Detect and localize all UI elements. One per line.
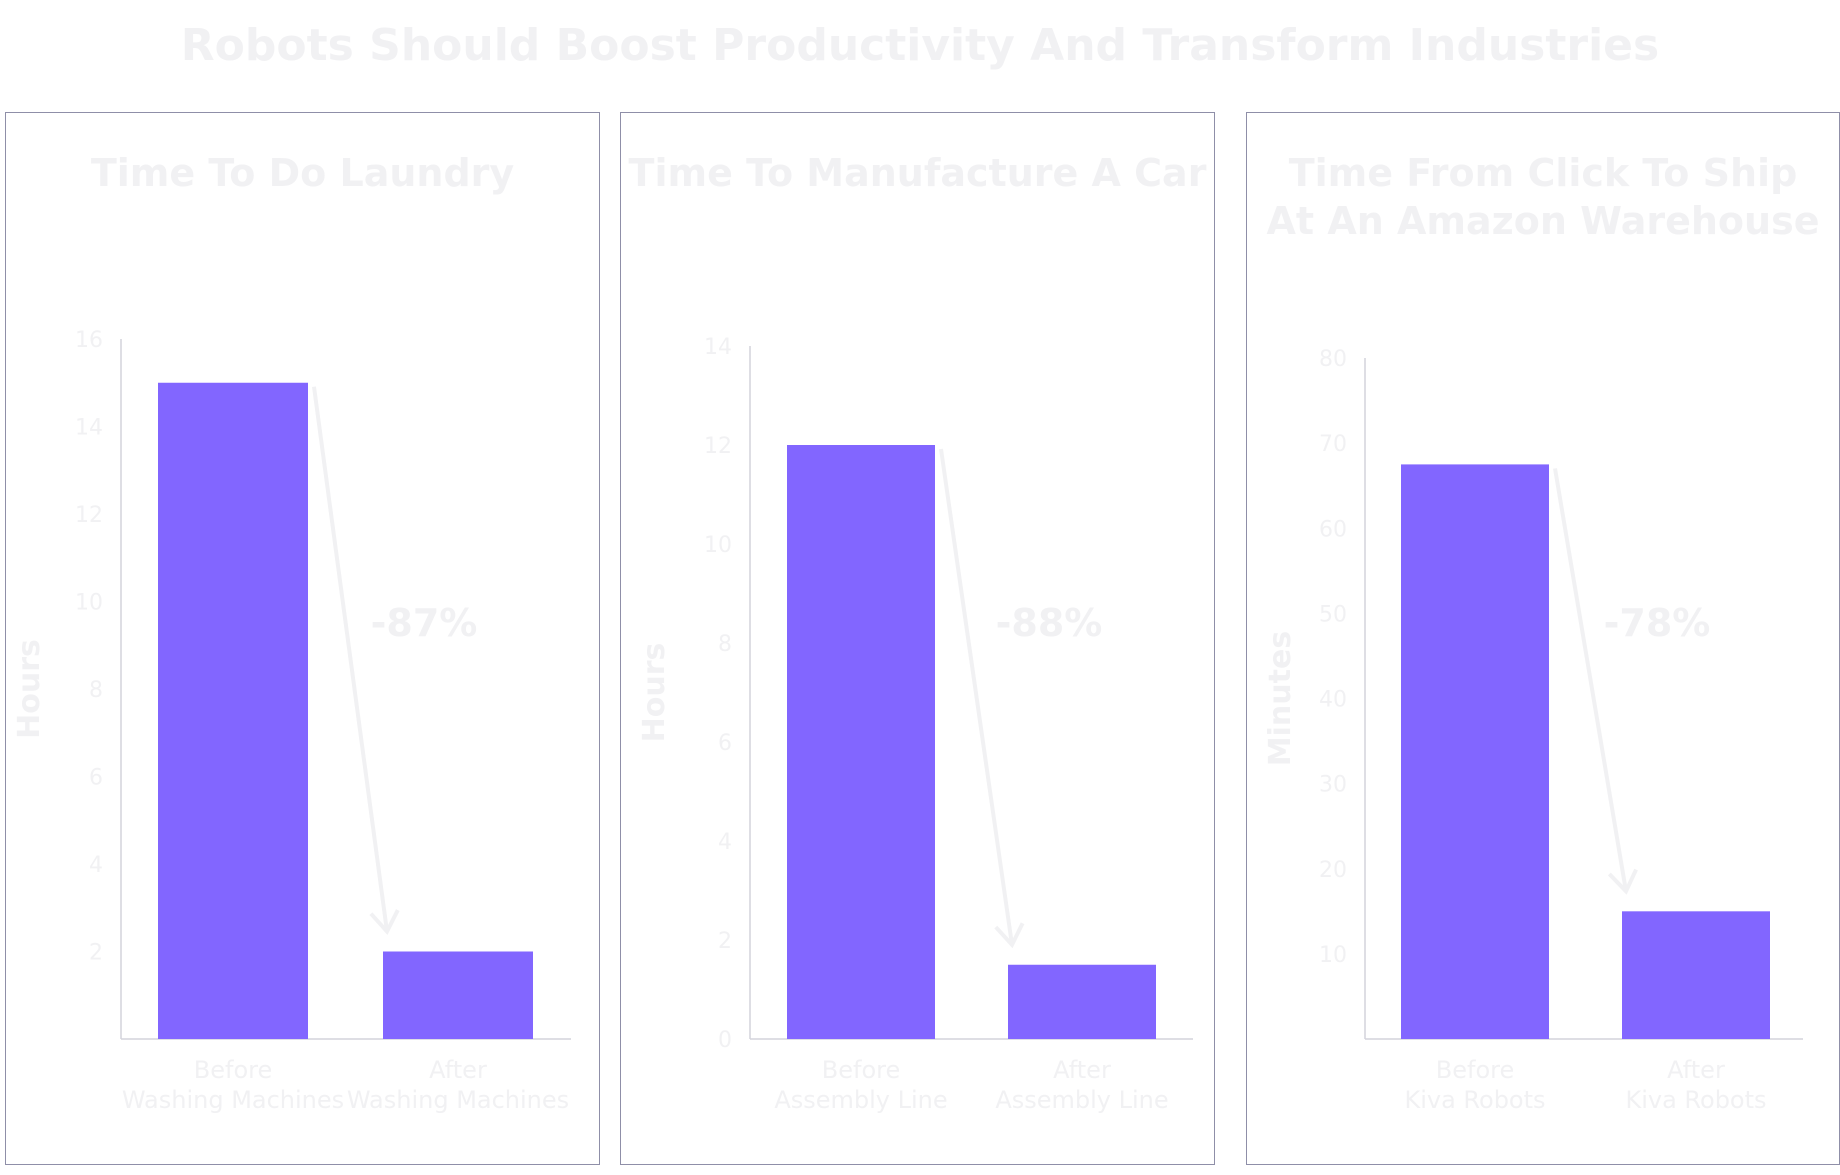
x-tick-label: Kiva Robots [1404, 1086, 1545, 1114]
chart-title-line: At An Amazon Warehouse [1266, 199, 1820, 243]
y-axis-label: Minutes [1263, 631, 1298, 766]
y-tick-label: 2 [89, 941, 103, 966]
y-tick-label: 12 [75, 503, 103, 528]
y-tick-label: 0 [718, 1028, 732, 1053]
chart-title-line: Time From Click To Ship [1288, 151, 1798, 195]
y-tick-label: 20 [1319, 858, 1347, 883]
chart-title: Time From Click To Ship At An Amazon War… [1247, 149, 1839, 245]
change-arrow [1553, 468, 1628, 892]
y-tick-label: 4 [89, 853, 103, 878]
y-tick-label: 12 [704, 434, 732, 459]
y-tick-label: 70 [1319, 432, 1347, 457]
x-tick-label: Assembly Line [995, 1086, 1168, 1114]
change-label: -78% [1604, 601, 1711, 645]
x-tick-label: Kiva Robots [1625, 1086, 1766, 1114]
bar [1008, 964, 1156, 1039]
bar [383, 951, 533, 1039]
y-tick-label: 80 [1319, 347, 1347, 372]
x-tick-label: After [1667, 1056, 1725, 1084]
y-tick-label: 40 [1319, 688, 1347, 713]
chart-title: Time To Do Laundry [6, 149, 599, 197]
y-tick-label: 2 [718, 929, 732, 954]
y-tick-label: 14 [75, 416, 103, 441]
x-tick-label: Washing Machines [122, 1086, 344, 1114]
y-axis-label: Hours [637, 643, 672, 743]
page-title: Robots Should Boost Productivity And Tra… [180, 20, 1660, 71]
x-tick-label: After [1053, 1056, 1111, 1084]
x-tick-label: After [429, 1056, 487, 1084]
change-arrowhead [1607, 868, 1638, 895]
y-tick-label: 10 [75, 591, 103, 616]
y-tick-label: 4 [718, 830, 732, 855]
chart-title: Time To Manufacture A Car [621, 149, 1214, 197]
bar [158, 382, 308, 1039]
x-tick-label: Before [1436, 1056, 1514, 1084]
change-arrow [939, 448, 1014, 946]
chart-title-line: Time To Manufacture A Car [628, 151, 1207, 195]
change-arrowhead [994, 922, 1025, 949]
chart-title-line: Time To Do Laundry [90, 151, 515, 195]
bar [1401, 464, 1549, 1039]
x-tick-label: Before [194, 1056, 272, 1084]
y-tick-label: 10 [1319, 943, 1347, 968]
y-axis-label: Hours [12, 639, 47, 739]
change-label: -88% [996, 601, 1103, 645]
bar [1622, 911, 1770, 1039]
y-tick-label: 8 [89, 678, 103, 703]
y-tick-label: 8 [718, 632, 732, 657]
chart-panel-laundry: Time To Do Laundry 2 4 6 8 10 12 14 16 Hours Befo… [5, 112, 600, 1165]
y-tick-label: 6 [718, 731, 732, 756]
bar [787, 445, 935, 1039]
y-tick-label: 14 [704, 335, 732, 360]
y-tick-label: 10 [704, 533, 732, 558]
y-tick-label: 60 [1319, 517, 1347, 542]
x-tick-label: Assembly Line [774, 1086, 947, 1114]
chart-panel-amazon: Time From Click To Ship At An Amazon War… [1246, 112, 1840, 1165]
y-tick-label: 6 [89, 766, 103, 791]
y-tick-label: 50 [1319, 602, 1347, 627]
change-label: -87% [371, 601, 478, 645]
change-arrowhead [369, 909, 400, 936]
change-arrow [312, 386, 389, 932]
x-tick-label: Before [822, 1056, 900, 1084]
y-tick-label: 30 [1319, 773, 1347, 798]
chart-panel-car: Time To Manufacture A Car 0 2 4 6 8 10 12 14 Hou… [620, 112, 1215, 1165]
x-tick-label: Washing Machines [347, 1086, 569, 1114]
y-tick-label: 16 [75, 328, 103, 353]
